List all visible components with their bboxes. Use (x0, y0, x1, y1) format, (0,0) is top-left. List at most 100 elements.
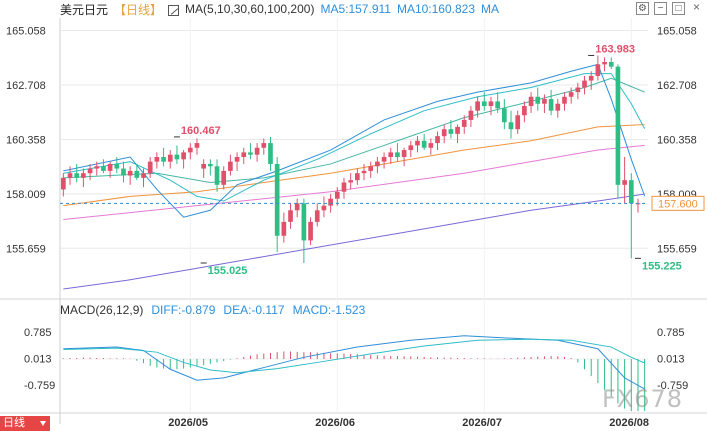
candle-body (308, 221, 313, 241)
extreme-price-label: 155.025 (208, 265, 248, 277)
ma-indicator-label[interactable]: MA(5,10,30,60,100,200) (185, 2, 315, 16)
macd-dea-value: DEA:-0.117 (223, 303, 285, 317)
period-selector-button[interactable]: 日线 (0, 416, 50, 431)
macd-tick-left: 0.013 (24, 354, 52, 366)
candle-body (588, 75, 594, 81)
candle-body (502, 108, 507, 123)
candle-body (361, 170, 367, 174)
macd-diff-value: DIFF:-0.879 (151, 303, 216, 317)
candle-body (328, 198, 333, 206)
candle-body (555, 103, 561, 111)
ma-more-label: MA (481, 2, 500, 16)
period-label[interactable]: 【日线】 (114, 2, 163, 17)
candle-body (575, 87, 581, 93)
candle-body (141, 173, 146, 178)
date-tick-label: 2026/08 (609, 417, 649, 429)
candle-body (415, 140, 420, 146)
ma10-line (63, 73, 646, 202)
candle-body (81, 173, 86, 178)
macd-dea-line (63, 338, 645, 374)
macd-hist-value: MACD:-1.523 (292, 303, 366, 317)
candle-body (488, 101, 494, 107)
candle-body (475, 101, 480, 111)
candle-body (461, 119, 467, 127)
candle-body (194, 143, 200, 148)
candle-body (535, 96, 541, 104)
candle-body (154, 157, 160, 162)
extreme-price-label: 160.467 (181, 125, 221, 137)
candle-body (348, 180, 353, 183)
candle-body (622, 180, 627, 185)
macd-tick-right: 0.013 (657, 354, 685, 366)
candle-body (388, 152, 394, 157)
candle-body (401, 150, 407, 157)
chevron-down-icon (40, 421, 46, 426)
macd-title[interactable]: MACD(26,12,9) (60, 303, 144, 317)
maximize-icon[interactable]: □ (672, 2, 685, 15)
period-selector-label: 日线 (3, 417, 25, 429)
macd-tick-left: 0.785 (24, 327, 52, 339)
candle-body (268, 143, 273, 164)
candle-body (628, 180, 634, 204)
candle-body (435, 136, 440, 144)
candle-body (228, 161, 233, 171)
candle-body (221, 170, 227, 185)
ma5-value: MA5:157.911 (320, 2, 391, 16)
price-legend: 美元日元 【日线】 MA(5,10,30,60,100,200) MA5:157… (60, 1, 499, 17)
candle-body (615, 66, 621, 185)
candle-body (208, 163, 213, 167)
date-tick-label: 2026/07 (462, 417, 502, 429)
candle-body (101, 166, 106, 171)
candle-body (468, 110, 474, 120)
price-tick-left: 155.659 (6, 243, 46, 255)
candle-body (121, 168, 126, 176)
candle-body (187, 147, 193, 153)
ma200-line (63, 193, 645, 290)
candle-body (355, 173, 360, 181)
indicator-toggle-icon[interactable] (168, 4, 180, 16)
close-icon[interactable]: × (690, 1, 703, 15)
candle-body (608, 62, 614, 67)
candle-body (562, 96, 567, 104)
macd-tick-left: -0.759 (24, 380, 55, 392)
date-tick-label: 2026/06 (315, 417, 355, 429)
candle-body (114, 163, 120, 169)
candle-body (147, 161, 153, 174)
macd-tick-right: -0.759 (657, 380, 688, 392)
settings-icon[interactable]: ⚙ (636, 2, 649, 15)
candle-body (448, 129, 454, 134)
candle-body (301, 203, 307, 241)
candle-body (134, 170, 140, 178)
candle-body (234, 157, 240, 162)
candle-body (321, 205, 327, 211)
candle-body (94, 166, 100, 169)
last-price-tag (651, 195, 705, 211)
macd-diff-line (63, 335, 645, 390)
price-tick-right: 162.708 (657, 80, 697, 92)
ma100-line (63, 144, 645, 221)
ma30-line (63, 77, 645, 183)
price-tick-right: 155.659 (657, 243, 697, 255)
extreme-price-label: 163.983 (595, 43, 635, 55)
chart-toolbar: ⚙ − □ × (636, 1, 703, 15)
extreme-price-label: 155.225 (642, 260, 682, 272)
candle-body (481, 101, 487, 107)
minimize-icon[interactable]: − (654, 2, 667, 15)
candle-body (455, 126, 460, 134)
candle-body (381, 157, 387, 162)
ma10-value: MA10:160.823 (396, 2, 476, 16)
date-tick-label: 2026/05 (168, 417, 208, 429)
candle-body (542, 99, 547, 104)
candle-body (515, 115, 521, 130)
candle-body (294, 203, 300, 211)
candle-body (167, 154, 173, 162)
candle-body (441, 129, 447, 137)
candle-body (368, 166, 374, 171)
macd-tick-right: 0.785 (657, 327, 685, 339)
candle-body (248, 152, 253, 155)
candle-body (201, 163, 206, 169)
candle-body (107, 163, 113, 171)
price-tick-left: 165.058 (6, 26, 46, 38)
candle-body (161, 157, 166, 162)
candle-body (67, 173, 73, 178)
